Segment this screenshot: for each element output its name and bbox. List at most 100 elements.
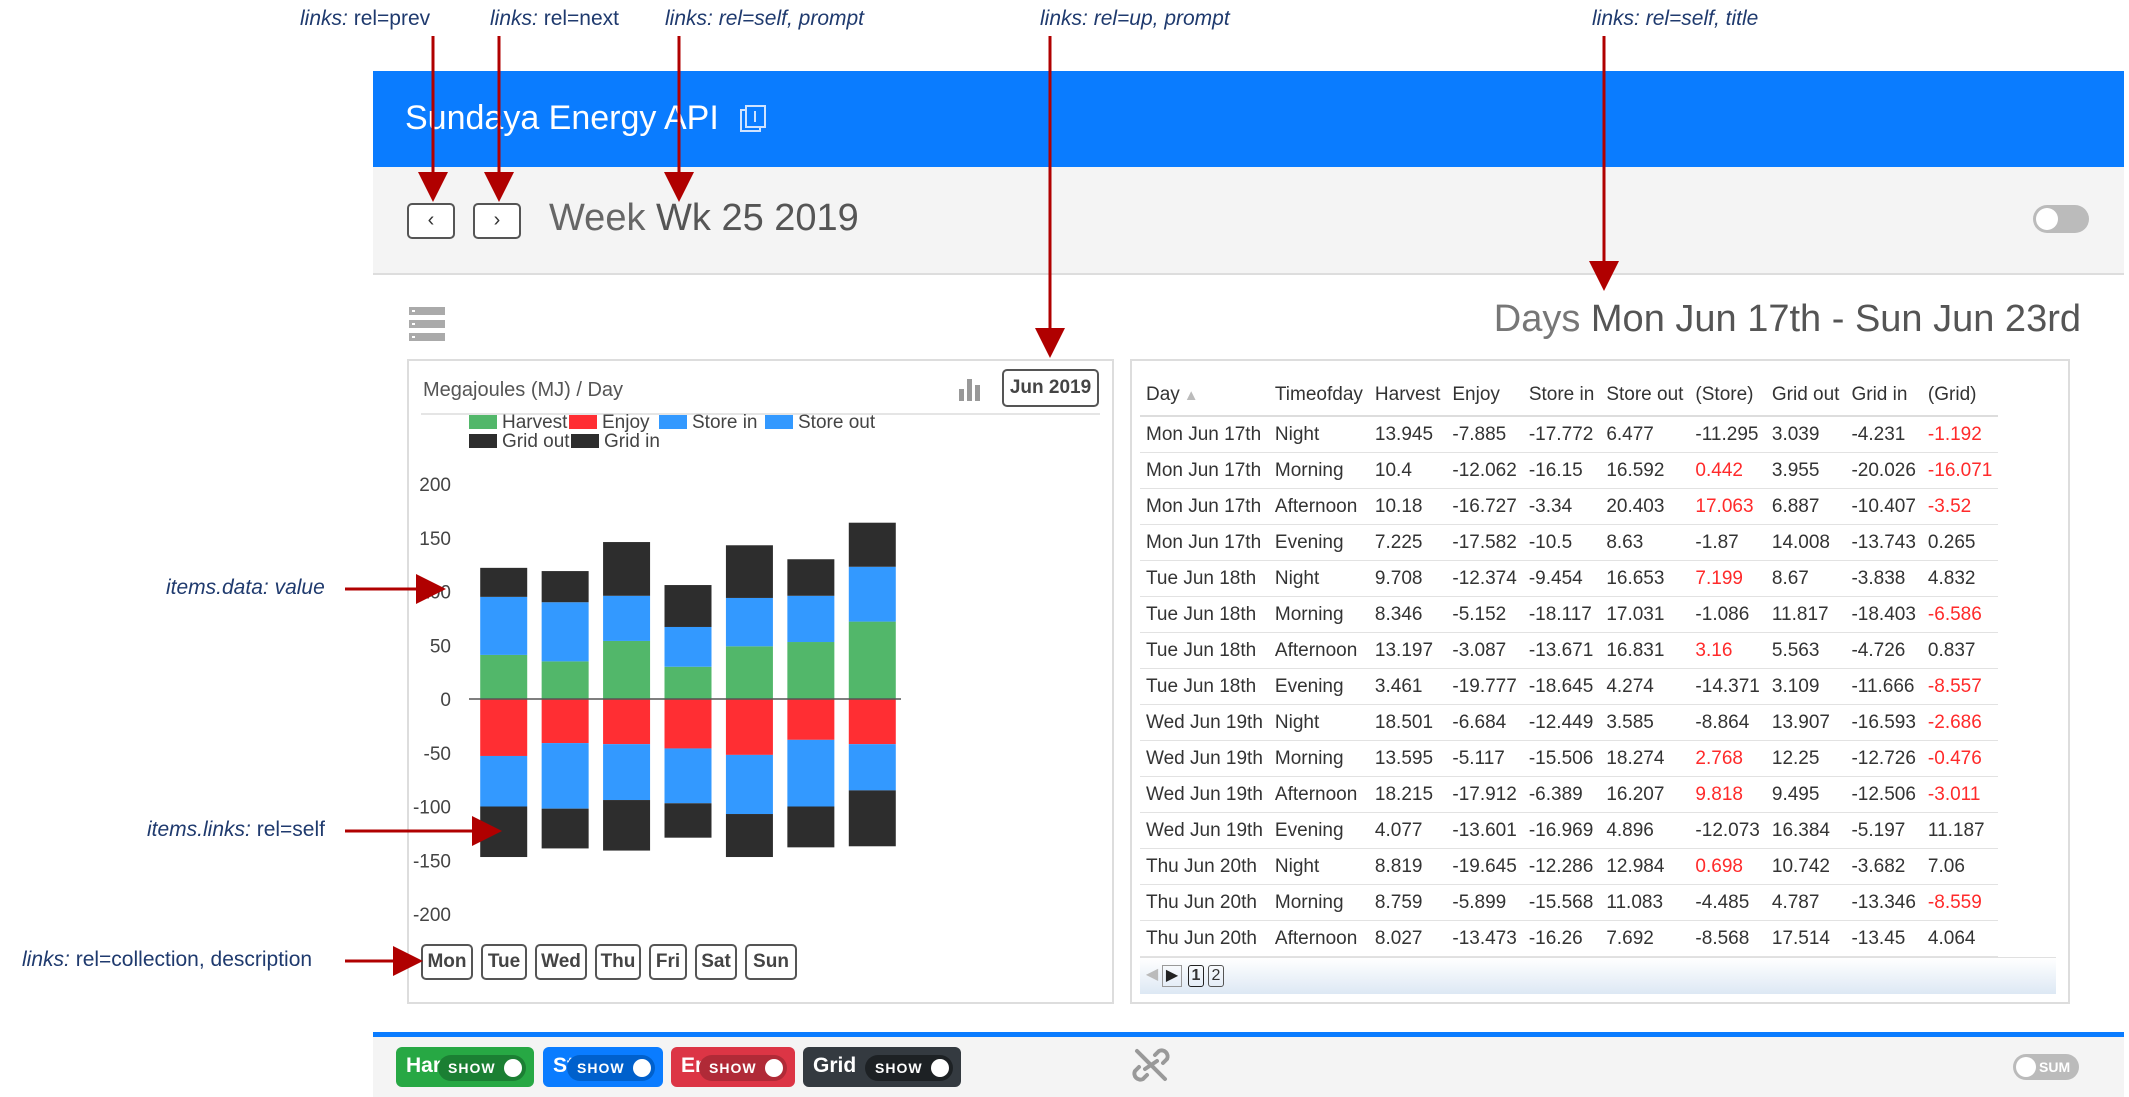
bar-segment[interactable] bbox=[603, 800, 651, 851]
bar-segment[interactable] bbox=[541, 602, 589, 662]
bar-segment[interactable] bbox=[480, 806, 528, 858]
bar-segment[interactable] bbox=[725, 646, 773, 699]
bar-segment[interactable] bbox=[541, 661, 589, 699]
table-row[interactable]: Tue Jun 18th Night 9.708 -12.374 -9.454 16.65… bbox=[1140, 560, 1999, 597]
list-icon[interactable] bbox=[409, 307, 445, 341]
bar-segment[interactable] bbox=[603, 640, 651, 699]
bar-segment[interactable] bbox=[541, 571, 589, 603]
table-row[interactable]: Mon Jun 17th Afternoon 10.18 -16.727 -3.34 20… bbox=[1140, 488, 1999, 525]
day-button-mon[interactable]: Mon bbox=[421, 944, 473, 980]
bar-segment[interactable] bbox=[848, 522, 896, 567]
bar-segment[interactable] bbox=[725, 754, 773, 815]
bar-segment[interactable] bbox=[725, 597, 773, 647]
legend-label[interactable]: Enjoy bbox=[602, 412, 650, 433]
show-toggle[interactable]: SHOW bbox=[699, 1055, 787, 1081]
legend-swatch[interactable] bbox=[571, 434, 599, 448]
legend-label[interactable]: Grid in bbox=[604, 431, 660, 452]
bar-segment[interactable] bbox=[664, 699, 712, 749]
bar-segment[interactable] bbox=[541, 699, 589, 744]
bar-segment[interactable] bbox=[541, 808, 589, 849]
table-row[interactable]: Thu Jun 20th Afternoon 8.027 -13.473 -16.26 7… bbox=[1140, 920, 1999, 957]
day-button-thu[interactable]: Thu bbox=[595, 944, 641, 980]
bar-segment[interactable] bbox=[664, 666, 712, 699]
pager-page-1[interactable]: 1 bbox=[1188, 965, 1204, 987]
bar-segment[interactable] bbox=[664, 626, 712, 667]
filter-chip-harvest[interactable]: HarvestSHOW bbox=[396, 1047, 534, 1087]
bar-segment[interactable] bbox=[848, 790, 896, 847]
bar-segment[interactable] bbox=[848, 566, 896, 622]
pager-prev-icon[interactable]: ◀ bbox=[1145, 966, 1159, 983]
bar-segment[interactable] bbox=[725, 814, 773, 858]
column-header[interactable]: Grid in bbox=[1845, 375, 1922, 417]
legend-swatch[interactable] bbox=[469, 415, 497, 429]
bar-segment[interactable] bbox=[603, 595, 651, 641]
legend-label[interactable]: Grid out bbox=[502, 431, 570, 452]
bar-segment[interactable] bbox=[664, 585, 712, 627]
pager-page-2[interactable]: 2 bbox=[1208, 965, 1224, 987]
bar-segment[interactable] bbox=[787, 642, 835, 699]
column-header[interactable]: Day ▲ bbox=[1140, 375, 1269, 417]
legend-swatch[interactable] bbox=[469, 434, 497, 448]
filter-chip-enjoy[interactable]: EnjoySHOW bbox=[671, 1047, 795, 1087]
column-header[interactable]: Timeofday bbox=[1268, 375, 1369, 417]
bar-segment[interactable] bbox=[787, 739, 835, 807]
bar-segment[interactable] bbox=[787, 806, 835, 848]
filter-chip-grid[interactable]: Grid SHOW bbox=[803, 1047, 961, 1087]
table-row[interactable]: Thu Jun 20th Night 8.819 -19.645 -12.286 12.9… bbox=[1140, 848, 1999, 885]
header-toggle[interactable] bbox=[2033, 205, 2089, 233]
day-button-sat[interactable]: Sat bbox=[695, 944, 737, 980]
bar-segment[interactable] bbox=[848, 744, 896, 791]
next-button[interactable]: › bbox=[473, 203, 521, 239]
sum-toggle[interactable]: SUM bbox=[2013, 1054, 2079, 1080]
bar-segment[interactable] bbox=[480, 699, 528, 756]
column-header[interactable]: Store in bbox=[1522, 375, 1601, 417]
week-title[interactable]: Week Wk 25 2019 bbox=[549, 197, 859, 239]
legend-label[interactable]: Store in bbox=[692, 412, 757, 433]
bar-segment[interactable] bbox=[603, 699, 651, 745]
bar-segment[interactable] bbox=[603, 744, 651, 801]
day-button-fri[interactable]: Fri bbox=[649, 944, 687, 980]
table-row[interactable]: Thu Jun 20th Morning 8.759 -5.899 -15.568 11.… bbox=[1140, 884, 1999, 921]
bar-segment[interactable] bbox=[603, 542, 651, 596]
column-header[interactable]: Grid out bbox=[1765, 375, 1846, 417]
bar-segment[interactable] bbox=[541, 743, 589, 809]
month-button[interactable]: Jun 2019 bbox=[1002, 369, 1099, 407]
bar-chart-icon[interactable] bbox=[957, 375, 983, 403]
bar-segment[interactable] bbox=[787, 559, 835, 596]
day-button-tue[interactable]: Tue bbox=[481, 944, 527, 980]
table-row[interactable]: Wed Jun 19th Night 18.501 -6.684 -12.449 3.58… bbox=[1140, 704, 1999, 741]
day-button-sun[interactable]: Sun bbox=[745, 944, 797, 980]
bar-segment[interactable] bbox=[725, 545, 773, 598]
legend-swatch[interactable] bbox=[569, 415, 597, 429]
pager-next-icon[interactable]: ▶ bbox=[1162, 965, 1182, 987]
table-row[interactable]: Mon Jun 17th Morning 10.4 -12.062 -16.15 16.5… bbox=[1140, 452, 1999, 489]
column-header[interactable]: (Grid) bbox=[1921, 375, 1999, 417]
bar-segment[interactable] bbox=[664, 803, 712, 838]
column-header[interactable]: Enjoy bbox=[1446, 375, 1523, 417]
table-row[interactable]: Tue Jun 18th Evening 3.461 -19.777 -18.645 4.… bbox=[1140, 668, 1999, 705]
legend-swatch[interactable] bbox=[765, 415, 793, 429]
bar-segment[interactable] bbox=[480, 567, 528, 597]
show-toggle[interactable]: SHOW bbox=[567, 1055, 655, 1081]
document-icon[interactable] bbox=[740, 105, 766, 133]
column-header[interactable]: Harvest bbox=[1368, 375, 1447, 417]
table-row[interactable]: Mon Jun 17th Evening 7.225 -17.582 -10.5 8.63… bbox=[1140, 524, 1999, 561]
bar-segment[interactable] bbox=[787, 699, 835, 740]
bar-segment[interactable] bbox=[848, 621, 896, 699]
table-row[interactable]: Tue Jun 18th Morning 8.346 -5.152 -18.117 17.… bbox=[1140, 596, 1999, 633]
show-toggle[interactable]: SHOW bbox=[438, 1055, 526, 1081]
table-row[interactable]: Wed Jun 19th Morning 13.595 -5.117 -15.506 18… bbox=[1140, 740, 1999, 777]
column-header[interactable]: Store out bbox=[1600, 375, 1690, 417]
bar-segment[interactable] bbox=[480, 755, 528, 807]
show-toggle[interactable]: SHOW bbox=[865, 1055, 953, 1081]
bar-segment[interactable] bbox=[480, 654, 528, 699]
table-row[interactable]: Wed Jun 19th Evening 4.077 -13.601 -16.969 4.… bbox=[1140, 812, 1999, 849]
bar-segment[interactable] bbox=[787, 595, 835, 643]
prev-button[interactable]: ‹ bbox=[407, 203, 455, 239]
bar-segment[interactable] bbox=[480, 596, 528, 655]
table-row[interactable]: Tue Jun 18th Afternoon 13.197 -3.087 -13.671… bbox=[1140, 632, 1999, 669]
legend-label[interactable]: Store out bbox=[798, 412, 876, 433]
bar-segment[interactable] bbox=[848, 699, 896, 745]
filter-chip-store[interactable]: StoreSHOW bbox=[543, 1047, 663, 1087]
bar-segment[interactable] bbox=[664, 748, 712, 804]
